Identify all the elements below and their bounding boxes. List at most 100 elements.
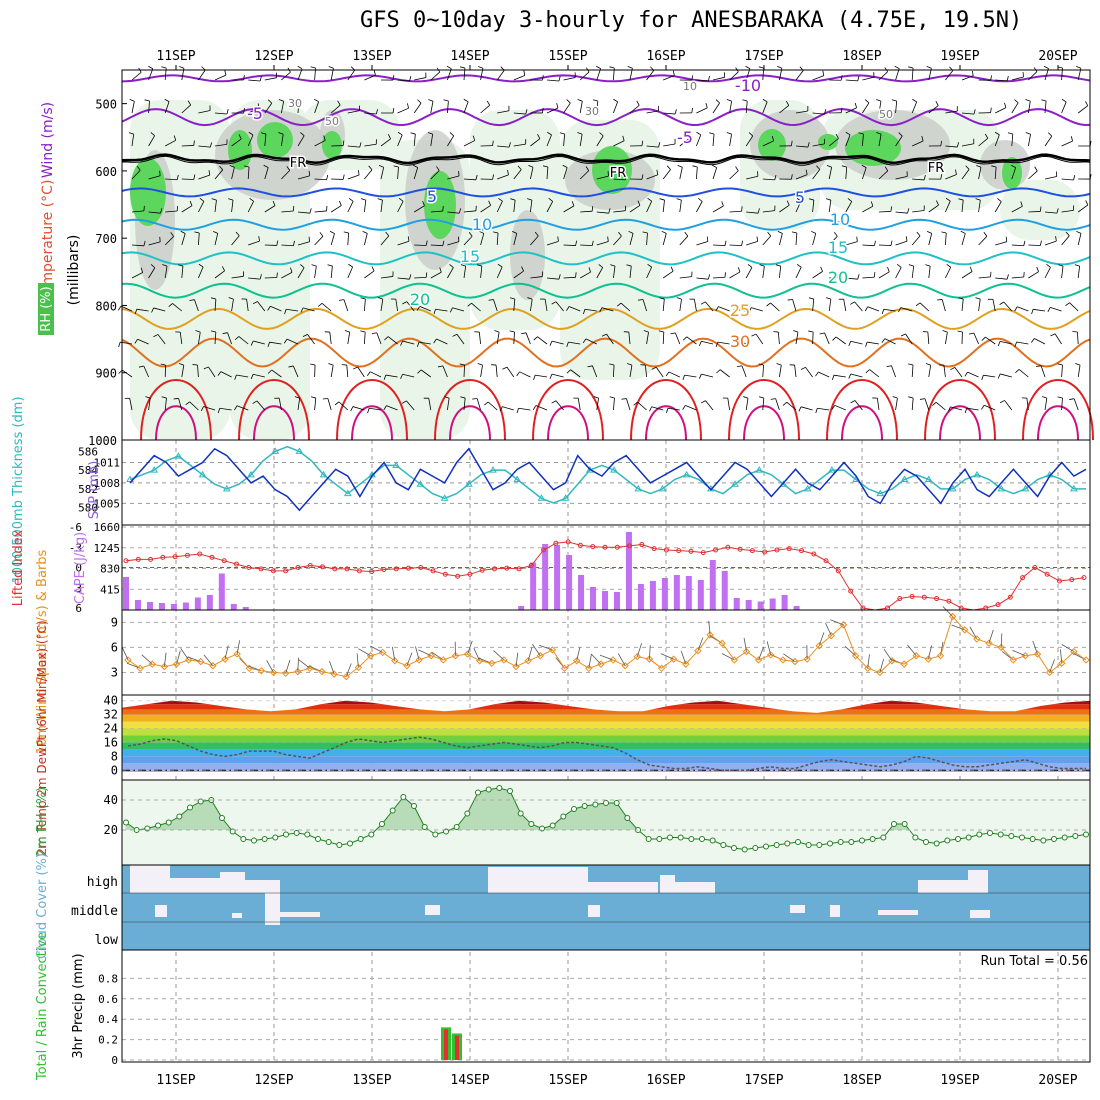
wind-barb	[297, 267, 305, 279]
temp-contour-35	[924, 379, 996, 441]
wind-barb	[406, 301, 415, 312]
wind-barb	[850, 373, 863, 378]
lifted-tick-label: -3	[69, 541, 82, 554]
wind-barb-flag	[1041, 396, 1047, 399]
thickness-line-marker	[150, 466, 159, 473]
wind-barb-flag	[715, 341, 719, 347]
wind-barb-flag	[494, 330, 500, 333]
wind-barb	[364, 270, 375, 279]
wind-barb	[194, 299, 199, 312]
wind-barb	[380, 299, 384, 312]
wind-barb	[189, 401, 199, 411]
wind-barb	[369, 407, 382, 411]
wind-barb-flag	[409, 76, 412, 82]
wind-barb	[945, 174, 957, 180]
rh2m-marker	[1072, 833, 1079, 839]
wind-barb	[153, 307, 166, 312]
wind10m-barb	[224, 645, 229, 660]
wind-barb-flag	[898, 307, 902, 313]
wind-barb-flag	[1056, 208, 1059, 214]
wind-barb	[704, 301, 714, 312]
wind10m-barb	[176, 650, 181, 665]
wind-barb-flag	[234, 405, 238, 411]
wind-barb-flag	[410, 132, 416, 135]
temp-band	[122, 704, 1090, 710]
wind-barb-flag	[328, 66, 334, 69]
rh2m-marker	[197, 798, 204, 805]
wind-barb-flag	[562, 164, 568, 168]
temp2m-tick-label: 24	[104, 722, 118, 736]
wind-barb-flag	[676, 198, 682, 201]
wind-barb-flag	[575, 240, 578, 246]
wind-barb	[530, 235, 539, 246]
wind-barb-flag	[278, 132, 284, 135]
wind-barb	[418, 341, 431, 345]
wind-barb	[198, 110, 211, 114]
day-label-bottom: 14SEP	[450, 1073, 489, 1088]
wind-barb-flag	[651, 366, 657, 370]
wind-barb-flag	[210, 297, 216, 300]
wind-barb-flag	[969, 266, 973, 272]
wind-barb	[701, 373, 714, 378]
wind-barb	[413, 205, 425, 213]
thickness-line-marker	[222, 484, 231, 492]
wind-barb	[1004, 400, 1013, 411]
wind-barb-flag	[886, 365, 892, 367]
thickness-line-marker	[803, 484, 812, 492]
wind-barb	[148, 68, 154, 81]
wind-barb	[845, 107, 857, 114]
wind-barb	[497, 145, 510, 148]
wind-barb	[480, 233, 485, 246]
wind-barb	[794, 365, 797, 378]
wind-barb-flag	[811, 230, 816, 234]
wind-barb	[329, 332, 332, 345]
cape-bar	[182, 602, 189, 610]
wind-barb-flag	[808, 297, 814, 300]
rh2m-marker	[432, 831, 439, 838]
temp-contour-35	[238, 379, 310, 441]
wind-barb-flag	[334, 401, 340, 406]
rh2m-marker	[517, 810, 524, 817]
wind-barb	[895, 398, 898, 411]
wind-barb-flag	[397, 131, 403, 136]
wind-barb-flag	[796, 197, 802, 202]
wind-barb-flag	[145, 396, 151, 399]
wind10m-marker	[500, 656, 508, 664]
wind-barb-flag	[796, 263, 802, 268]
wind-barb	[563, 167, 568, 180]
wind-barb-flag	[999, 301, 1005, 305]
wind-barb-flag	[211, 198, 217, 201]
wind-barb	[984, 404, 996, 411]
wind-barb-flag	[990, 75, 992, 81]
wind-barb	[314, 101, 319, 114]
wind-barb	[745, 267, 753, 279]
thickness-line-marker	[949, 484, 957, 492]
rh2m-marker	[347, 840, 353, 847]
wind10m-marker	[463, 650, 472, 658]
wind10m-marker	[694, 647, 702, 655]
temp-contour-40	[645, 405, 687, 441]
wind-barb	[131, 101, 135, 114]
wind-barb	[601, 307, 614, 312]
wind-barb	[513, 270, 524, 279]
wind-barb	[179, 332, 183, 345]
wind-barb-flag	[936, 200, 939, 206]
wind-barb	[165, 178, 178, 181]
wind-barb-flag	[427, 132, 433, 135]
wind-barb-flag	[433, 338, 437, 344]
rh2m-marker	[240, 836, 247, 842]
rh2m-marker	[155, 822, 161, 829]
wind10m-barb	[1060, 649, 1063, 664]
wind-barb	[945, 200, 951, 213]
wind-barb	[546, 277, 559, 280]
wind-barb	[584, 308, 597, 312]
contour-label: 30	[585, 105, 599, 118]
wind-barb	[779, 105, 789, 114]
wind-barb-flag	[940, 140, 942, 146]
slp-tick-label: 1005	[94, 497, 121, 510]
wind-barb	[330, 104, 341, 114]
wind-barb-flag	[1065, 302, 1070, 306]
wind-barb	[662, 331, 665, 345]
wind-barb-flag	[908, 363, 914, 366]
wind-barb-flag	[294, 396, 300, 399]
